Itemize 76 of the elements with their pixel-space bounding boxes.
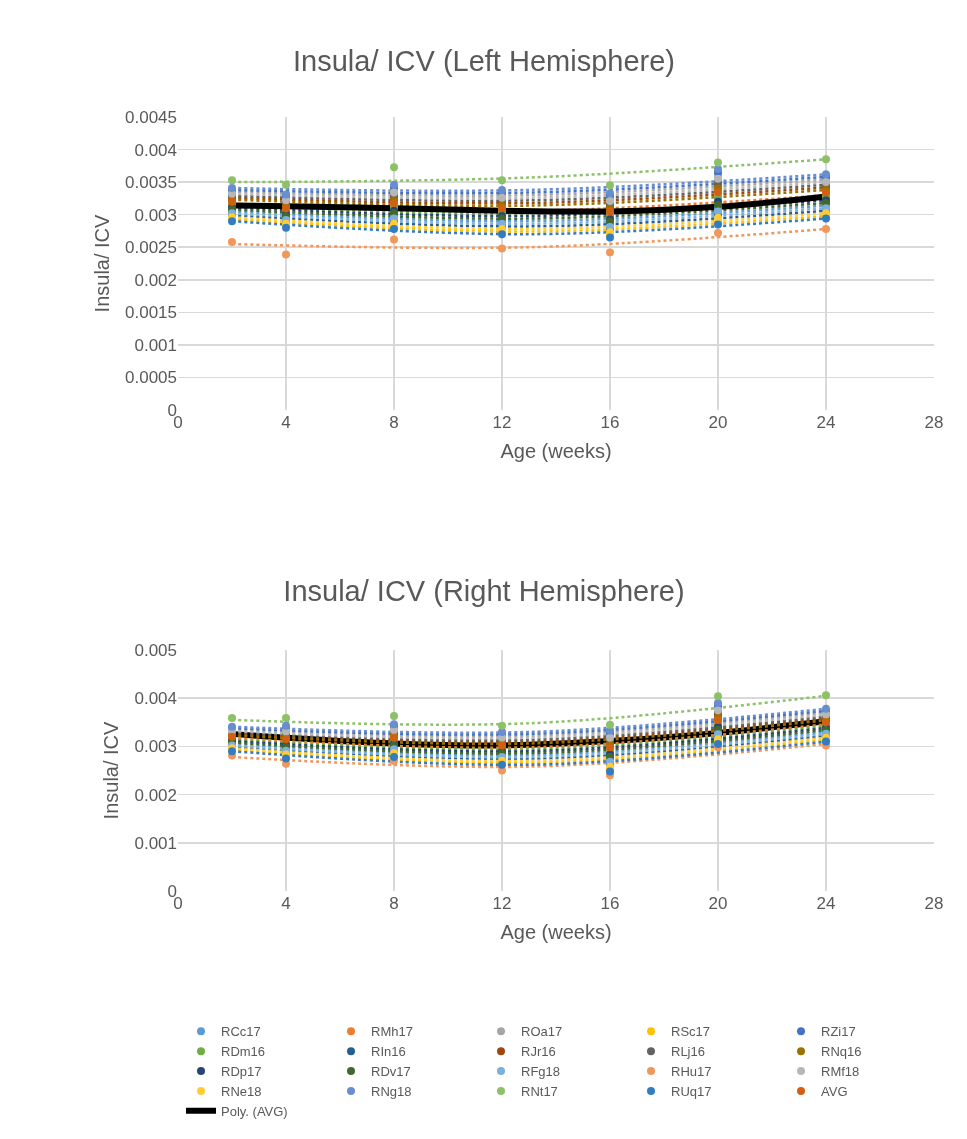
point — [282, 250, 290, 259]
point — [498, 176, 506, 185]
x-tick-label: 20 — [708, 894, 728, 913]
x-tick-label: 4 — [281, 413, 291, 432]
legend-label: Poly. (AVG) — [221, 1103, 288, 1119]
y-tick-label: 0.003 — [134, 737, 177, 757]
y-tick-label: 0.0015 — [125, 303, 177, 323]
point — [822, 691, 830, 700]
point — [822, 224, 830, 233]
y-tick-label: 0.005 — [134, 640, 177, 660]
legend-label: AVG — [821, 1084, 848, 1100]
y-tick-label: 0.001 — [134, 833, 177, 853]
x-tick-label: 8 — [389, 413, 399, 432]
y-tick-label: 0.0005 — [125, 368, 177, 388]
y-tick-label: 0.0045 — [125, 107, 177, 127]
x-tick-label: 16 — [600, 894, 620, 913]
x-tick-label: 24 — [816, 413, 836, 432]
point — [390, 235, 398, 244]
y-tick-label: 0.002 — [134, 785, 177, 805]
x-axis-title: Age (weeks) — [500, 920, 612, 943]
legend-label: RNq16 — [821, 1044, 862, 1060]
x-tick-label: 4 — [281, 894, 291, 913]
point — [822, 155, 830, 164]
x-tick-label: 12 — [492, 413, 512, 432]
legend-label: RFg18 — [521, 1064, 561, 1080]
point — [228, 176, 236, 185]
x-tick-label: 28 — [924, 413, 944, 432]
legend-label: RSc17 — [671, 1024, 711, 1040]
legend-label: RNg18 — [371, 1084, 412, 1100]
point — [498, 244, 506, 253]
point — [282, 180, 290, 189]
legend-label: RDv17 — [371, 1064, 411, 1080]
point — [606, 248, 614, 257]
y-tick-label: 0.004 — [134, 689, 177, 709]
legend-label: RMf18 — [821, 1064, 860, 1080]
x-tick-label: 24 — [816, 894, 836, 913]
legend-label: RDm16 — [221, 1044, 266, 1060]
y-axis-title: Insula/ ICV — [90, 213, 113, 313]
legend-label: RIn16 — [371, 1044, 406, 1060]
legend-label: RLj16 — [671, 1044, 705, 1060]
x-tick-label: 12 — [492, 894, 512, 913]
x-tick-label: 28 — [924, 894, 944, 913]
point — [498, 721, 506, 730]
point — [390, 163, 398, 172]
y-tick-label: 0.002 — [134, 270, 177, 290]
chart-title: Insula/ ICV (Left Hemisphere) — [293, 44, 675, 77]
legend-label: RMh17 — [371, 1024, 413, 1040]
legend-label: RCc17 — [221, 1024, 261, 1040]
legend-label: RHu17 — [671, 1064, 712, 1080]
legend-label: RDp17 — [221, 1064, 262, 1080]
x-tick-label: 20 — [708, 413, 728, 432]
y-tick-label: 0.0035 — [125, 173, 177, 193]
point — [606, 720, 614, 729]
y-axis-title: Insula/ ICV — [99, 720, 122, 820]
x-tick-label: 16 — [600, 413, 620, 432]
y-tick-label: 0.004 — [134, 140, 177, 160]
point — [714, 692, 722, 701]
point — [714, 158, 722, 167]
legend-label: RNe18 — [221, 1084, 262, 1100]
point — [228, 238, 236, 247]
legend-label: RUq17 — [671, 1084, 712, 1100]
chart-title: Insula/ ICV (Right Hemisphere) — [283, 575, 685, 608]
y-tick-label: 0.0025 — [125, 238, 177, 258]
point — [390, 712, 398, 721]
legend-label: RZi17 — [821, 1024, 856, 1040]
point — [228, 713, 236, 722]
point — [282, 713, 290, 722]
point — [606, 181, 614, 190]
legend-label: RJr16 — [521, 1044, 556, 1060]
legend-label: ROa17 — [521, 1024, 563, 1040]
y-tick-label: 0.001 — [134, 335, 177, 355]
x-tick-label: 8 — [389, 894, 399, 913]
legend-label: RNt17 — [521, 1084, 558, 1100]
point — [714, 228, 722, 237]
x-axis-title: Age (weeks) — [500, 439, 612, 462]
y-tick-label: 0.003 — [134, 205, 177, 225]
